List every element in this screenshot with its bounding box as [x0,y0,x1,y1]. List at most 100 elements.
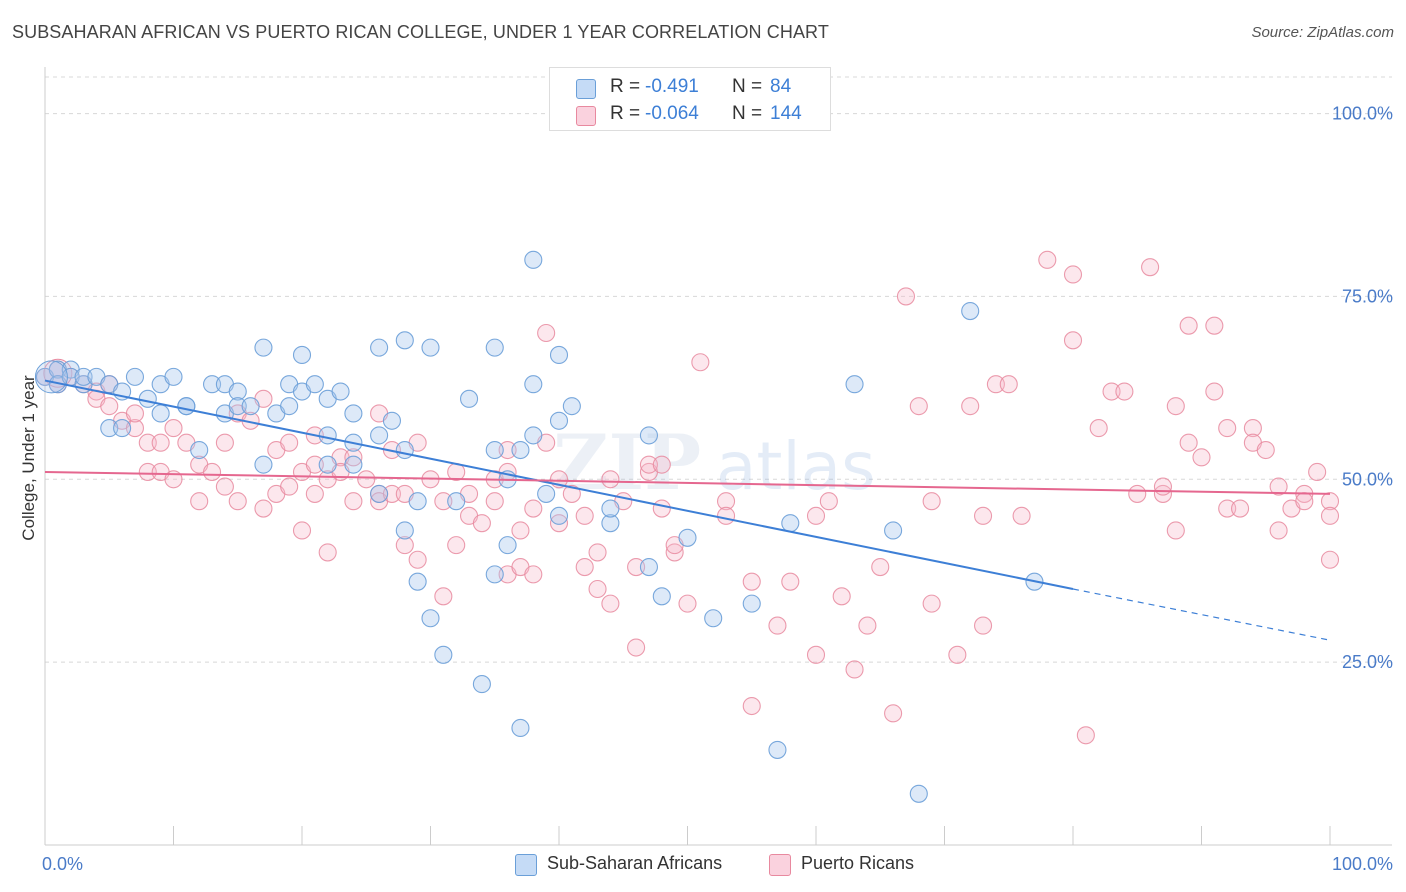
puerto-rican-point [1038,250,1057,269]
r-label: R = [610,103,641,124]
subsaharan-point [228,382,247,401]
puerto-rican-point [678,594,697,613]
subsaharan-point [524,375,543,394]
y-tick-label: 25.0% [1342,652,1393,672]
puerto-rican-point [922,492,941,511]
puerto-rican-point [768,616,787,635]
puerto-rican-point [1179,316,1198,335]
subsaharan-point [472,675,491,694]
puerto-rican-point [472,514,491,533]
watermark-zip: ZIP [553,418,701,507]
puerto-rican-point [382,484,402,503]
subsaharan-point [421,338,440,357]
puerto-rican-point [716,506,736,525]
puerto-rican-point [537,323,556,343]
puerto-rican-point [524,565,543,584]
puerto-rican-point [819,492,838,511]
subsaharan-point [601,499,620,518]
puerto-rican-point [627,638,646,657]
subsaharan-point [845,375,864,394]
puerto-rican-point [832,587,851,606]
puerto-rican-point [781,572,800,591]
legend-row-subsaharan: R = -0.491 N = 84 [550,73,830,101]
subsaharan-point [305,375,324,394]
subsaharan-point [511,718,530,738]
puerto-rican-point [575,558,594,577]
subsaharan-point [678,528,697,547]
subsaharan-point [408,492,427,511]
puerto-rican-point [524,499,543,518]
puerto-rican-point [1231,499,1250,518]
puerto-rican-point [344,492,363,511]
grid-lines [45,76,1392,663]
subsaharan-point [344,455,363,474]
puerto-rican-point [485,492,504,511]
subsaharan-point [164,367,183,386]
subsaharan-point [652,587,671,606]
puerto-rican-point [627,558,646,577]
puerto-rican-point [871,558,890,577]
puerto-rican-point [1295,492,1314,511]
subsaharan-point [125,367,144,386]
puerto-rican-point [562,484,581,503]
subsaharan-point [395,521,414,540]
puerto-rican-point [575,506,594,525]
puerto-rican-point [138,462,157,482]
subsaharan-point [447,492,466,511]
puerto-rican-point [806,645,826,664]
puerto-rican-point [961,397,980,416]
subsaharan-point [524,250,543,269]
puerto-rican-point [1153,477,1172,496]
puerto-rican-point [1320,492,1340,511]
puerto-rican-point [203,462,222,482]
subsaharan-point [344,404,363,423]
puerto-rican-point [1115,382,1134,401]
r-value-subsaharan: -0.491 [645,76,699,97]
puerto-rican-point [601,594,620,613]
y-axis-label: College, Under 1 year [19,375,38,541]
subsaharan-point [370,338,389,357]
subsaharan-point [151,404,170,423]
subsaharan-point [395,331,414,350]
legend-row-puerto-rican: R = -0.064 N = 144 [550,100,830,128]
correlation-legend: R = -0.491 N = 84 R = -0.064 N = 144 [549,67,831,131]
subsaharan-point [601,514,620,533]
puerto-rican-point [215,433,234,452]
puerto-rican-point [858,616,877,635]
subsaharan-point [254,338,273,357]
puerto-rican-point [1320,506,1340,525]
puerto-rican-point [1218,499,1237,518]
puerto-rican-point [601,470,620,489]
subsaharan-trend-extension [1072,588,1331,641]
subsaharan-point [562,397,581,416]
subsaharan-point [768,740,787,759]
tick-labels: 100.0% 75.0% 50.0% 25.0% 0.0% 100.0% [42,104,1393,874]
subsaharan-point [190,440,209,460]
puerto-rican-point [1128,484,1147,503]
puerto-rican-point [1205,316,1224,335]
subsaharan-point [704,609,723,628]
subsaharan-point [254,455,273,474]
subsaharan-point [639,558,659,577]
subsaharan-point [884,521,903,540]
puerto-rican-point [1012,506,1031,525]
bottom-swatch-blue [515,854,537,876]
puerto-rican-point [1320,550,1340,569]
puerto-rican-point [665,543,684,562]
puerto-rican-point [1205,382,1224,401]
subsaharan-point [113,419,132,438]
y-tick-label: 50.0% [1342,469,1393,489]
subsaharan-point [421,609,440,628]
subsaharan-point [177,397,196,416]
puerto-rican-point [1166,397,1185,416]
puerto-rican-point [1192,448,1211,467]
puerto-rican-point [498,440,517,460]
puerto-rican-point [1269,521,1288,540]
subsaharan-point [280,397,299,416]
subsaharan-point [549,411,569,430]
subsaharan-point [318,455,337,474]
puerto-rican-point [1243,419,1262,438]
puerto-rican-point [1063,331,1083,350]
puerto-rican-point [1102,382,1121,401]
